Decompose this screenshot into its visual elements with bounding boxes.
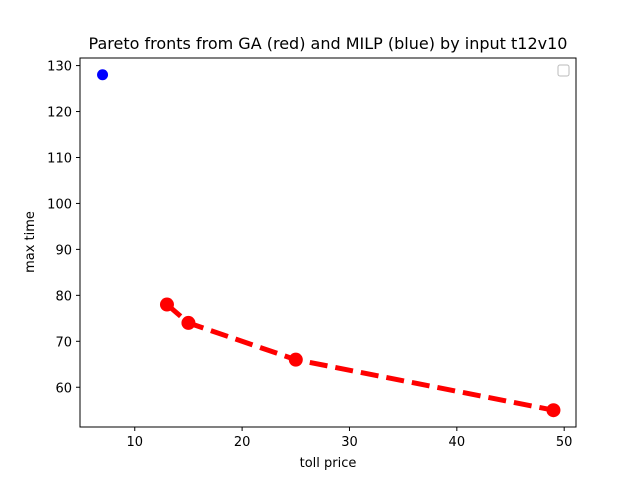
- x-tick-label: 50: [556, 435, 573, 450]
- series-layer: [97, 69, 561, 418]
- x-tick-label: 20: [234, 435, 251, 450]
- data-point: [97, 69, 109, 81]
- data-point: [288, 352, 303, 367]
- y-tick-label: 60: [55, 381, 72, 396]
- x-axis-label: toll price: [300, 456, 357, 471]
- plot-frame: [79, 57, 577, 428]
- y-tick-label: 120: [47, 106, 72, 121]
- plot-background: [80, 58, 576, 427]
- legend-box: [557, 64, 570, 77]
- y-tick-label: 130: [47, 60, 72, 75]
- y-axis: 60 70 80 90 100 110 120 130: [47, 60, 80, 396]
- data-point: [546, 403, 561, 418]
- y-tick-label: 90: [55, 243, 72, 258]
- x-tick-label: 10: [126, 435, 143, 450]
- series-line: [165, 302, 554, 413]
- y-axis-label: max time: [23, 211, 38, 273]
- y-tick-label: 70: [55, 335, 72, 350]
- data-point: [159, 297, 174, 312]
- plot-area: [80, 58, 576, 427]
- y-tick-label: 100: [47, 197, 72, 212]
- y-tick-label: 110: [47, 151, 72, 166]
- y-tick-label: 80: [55, 289, 72, 304]
- x-axis: 10 20 30 40 50: [126, 427, 572, 450]
- data-point: [181, 315, 196, 330]
- chart-title: Pareto fronts from GA (red) and MILP (bl…: [89, 34, 568, 53]
- x-tick-label: 30: [341, 435, 358, 450]
- x-tick-label: 40: [449, 435, 466, 450]
